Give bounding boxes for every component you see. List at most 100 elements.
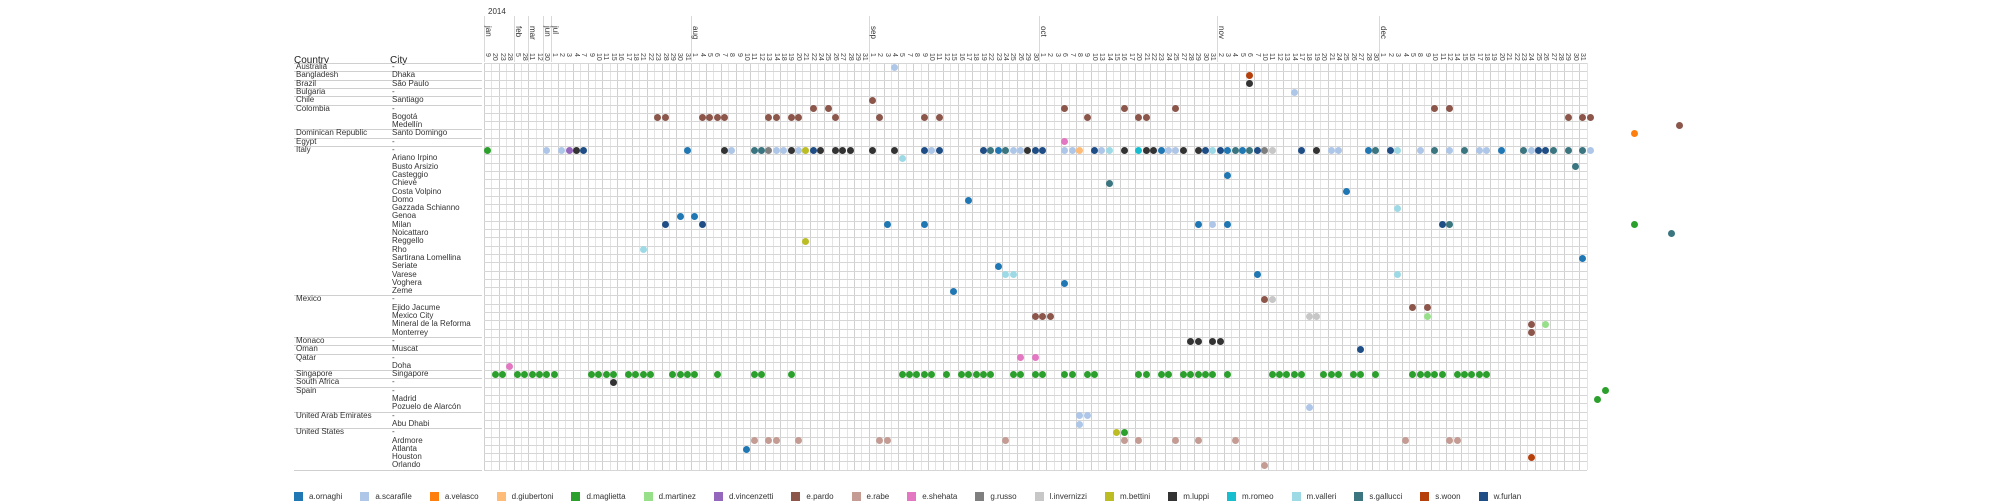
event-dot[interactable] [1172,437,1180,445]
event-dot[interactable] [891,63,899,71]
event-dot[interactable] [1224,146,1232,154]
event-dot[interactable] [1579,254,1587,262]
event-dot[interactable] [1527,146,1535,154]
event-dot[interactable] [1179,370,1187,378]
legend-item[interactable]: l.invernizzi [1034,491,1087,501]
event-dot[interactable] [1142,146,1150,154]
event-dot[interactable] [587,370,595,378]
event-dot[interactable] [1424,312,1431,320]
event-dot[interactable] [647,370,654,378]
event-dot[interactable] [920,146,928,154]
event-dot[interactable] [928,370,936,378]
event-dot[interactable] [610,370,617,378]
event-dot[interactable] [1039,312,1047,320]
event-dot[interactable] [1091,146,1098,154]
event-dot[interactable] [1438,221,1446,229]
event-dot[interactable] [1009,370,1017,378]
event-dot[interactable] [1135,437,1143,445]
event-dot[interactable] [1194,337,1202,345]
event-dot[interactable] [772,113,780,121]
event-dot[interactable] [1150,146,1158,154]
event-dot[interactable] [772,437,780,445]
event-dot[interactable] [1601,387,1609,395]
event-dot[interactable] [920,370,928,378]
event-dot[interactable] [1105,179,1113,187]
event-dot[interactable] [1076,146,1084,154]
event-dot[interactable] [1172,146,1180,154]
legend-item[interactable]: m.valleri [1291,491,1336,501]
event-dot[interactable] [1098,146,1106,154]
event-dot[interactable] [1172,105,1180,113]
event-dot[interactable] [721,113,728,121]
event-dot[interactable] [713,370,721,378]
event-dot[interactable] [869,96,876,104]
event-dot[interactable] [573,146,580,154]
event-dot[interactable] [1483,146,1491,154]
event-dot[interactable] [950,287,958,295]
event-dot[interactable] [1076,420,1084,428]
event-dot[interactable] [1305,312,1313,320]
event-dot[interactable] [1313,312,1320,320]
event-dot[interactable] [1564,146,1572,154]
event-dot[interactable] [1364,146,1372,154]
event-dot[interactable] [1313,146,1320,154]
event-dot[interactable] [1527,321,1535,328]
event-dot[interactable] [1335,370,1343,378]
event-dot[interactable] [1187,370,1195,378]
event-dot[interactable] [1579,146,1587,154]
event-dot[interactable] [1231,437,1239,445]
legend-item[interactable]: d.giubertoni [496,491,553,501]
event-dot[interactable] [957,370,965,378]
event-dot[interactable] [1542,146,1550,154]
event-dot[interactable] [728,146,736,154]
legend-item[interactable]: m.romeo [1226,491,1274,501]
event-dot[interactable] [1009,271,1017,279]
event-dot[interactable] [1350,370,1357,378]
event-dot[interactable] [1446,146,1454,154]
legend-item[interactable]: g.russo [975,491,1017,501]
event-dot[interactable] [965,196,973,204]
event-dot[interactable] [1290,88,1298,96]
event-dot[interactable] [624,370,632,378]
event-dot[interactable] [1572,163,1579,171]
event-dot[interactable] [1142,370,1150,378]
event-dot[interactable] [780,146,788,154]
event-dot[interactable] [935,146,943,154]
event-dot[interactable] [1202,146,1209,154]
event-dot[interactable] [1327,146,1335,154]
event-dot[interactable] [1135,146,1143,154]
event-dot[interactable] [1453,437,1461,445]
event-dot[interactable] [1335,146,1343,154]
event-dot[interactable] [965,370,973,378]
event-dot[interactable] [846,146,854,154]
legend-item[interactable]: w.furlan [1478,491,1521,501]
event-dot[interactable] [676,370,684,378]
event-dot[interactable] [1031,354,1039,362]
event-dot[interactable] [595,370,603,378]
event-dot[interactable] [1061,146,1069,154]
event-dot[interactable] [898,155,906,162]
event-dot[interactable] [713,113,721,121]
event-dot[interactable] [928,146,936,154]
event-dot[interactable] [1061,138,1069,146]
event-dot[interactable] [832,113,839,121]
event-dot[interactable] [972,370,980,378]
event-dot[interactable] [706,113,714,121]
event-dot[interactable] [1461,370,1468,378]
event-dot[interactable] [1224,370,1232,378]
event-dot[interactable] [1446,105,1454,113]
event-dot[interactable] [1083,370,1091,378]
event-dot[interactable] [684,146,691,154]
event-dot[interactable] [787,146,795,154]
event-dot[interactable] [1483,370,1491,378]
event-dot[interactable] [750,437,758,445]
event-dot[interactable] [935,113,943,121]
event-dot[interactable] [1424,304,1431,312]
event-dot[interactable] [654,113,662,121]
event-dot[interactable] [987,370,995,378]
event-dot[interactable] [1268,146,1276,154]
event-dot[interactable] [580,146,588,154]
event-dot[interactable] [869,146,876,154]
event-dot[interactable] [772,146,780,154]
event-dot[interactable] [506,362,514,370]
